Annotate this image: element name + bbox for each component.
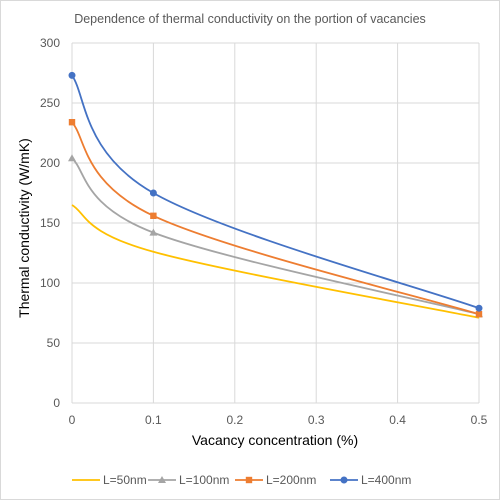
x-tick-label: 0.2 xyxy=(226,413,243,427)
x-tick-label: 0 xyxy=(69,413,76,427)
y-tick-label: 150 xyxy=(40,216,60,230)
series-line xyxy=(71,74,480,310)
y-tick-label: 0 xyxy=(53,396,60,410)
legend-label: L=100nm xyxy=(179,473,229,487)
legend-label: L=50nm xyxy=(103,473,147,487)
series-line xyxy=(71,121,480,316)
y-tick-label: 250 xyxy=(40,96,60,110)
x-tick-label: 0.3 xyxy=(308,413,325,427)
x-tick-label: 0.5 xyxy=(471,413,488,427)
legend-label: L=200nm xyxy=(266,473,316,487)
legend-swatch-marker xyxy=(340,476,348,484)
data-point xyxy=(149,189,157,197)
series-l-400nm xyxy=(68,71,483,312)
data-point xyxy=(475,311,483,318)
legend-item: L=50nm xyxy=(72,473,147,487)
x-tick-label: 0.4 xyxy=(389,413,406,427)
data-point xyxy=(68,154,76,162)
legend-item: L=400nm xyxy=(330,473,411,487)
series-line xyxy=(71,157,480,316)
data-point xyxy=(149,228,158,236)
y-tick-label: 50 xyxy=(47,336,61,350)
data-point xyxy=(68,71,76,79)
series-l-50nm xyxy=(71,204,480,319)
series-line xyxy=(71,204,480,319)
series-l-200nm xyxy=(68,119,483,318)
data-point xyxy=(150,212,157,219)
legend-label: L=400nm xyxy=(361,473,411,487)
data-point xyxy=(475,304,483,312)
legend-item: L=200nm xyxy=(235,473,316,487)
y-tick-label: 300 xyxy=(40,36,60,50)
data-point xyxy=(68,119,76,126)
y-tick-label: 200 xyxy=(40,156,60,170)
chart-title: Dependence of thermal conductivity on th… xyxy=(74,12,426,26)
x-tick-label: 0.1 xyxy=(145,413,162,427)
legend-swatch-marker xyxy=(245,476,253,484)
legend-swatch-marker xyxy=(158,476,166,483)
legend-item: L=100nm xyxy=(148,473,229,487)
x-axis-label: Vacancy concentration (%) xyxy=(191,432,359,448)
series-l-100nm xyxy=(68,154,483,318)
y-tick-label: 100 xyxy=(40,276,60,290)
